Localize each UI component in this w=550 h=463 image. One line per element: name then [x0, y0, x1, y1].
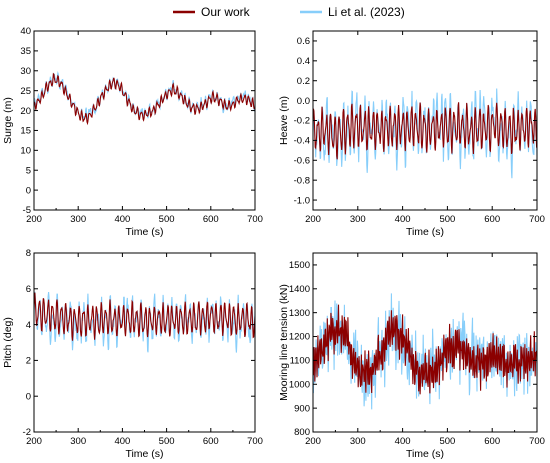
x-tick-label: 700 — [529, 436, 545, 447]
y-tick-label: 2 — [26, 356, 31, 367]
y-tick-label: -0.6 — [294, 155, 310, 166]
y-tick-label: -0.2 — [294, 116, 310, 127]
legend: Our work Li et al. (2023) — [173, 5, 405, 19]
x-tick-label: 500 — [159, 214, 175, 225]
y-tick-label: 4 — [26, 320, 31, 331]
x-tick-label: 600 — [203, 214, 219, 225]
y-tick-label: 25 — [20, 86, 31, 97]
x-tick-label: 500 — [439, 436, 455, 447]
x-tick-label: 600 — [203, 436, 219, 447]
x-tick-label: 200 — [305, 214, 321, 225]
y-tick-label: 20 — [20, 106, 31, 117]
y-tick-label: 1500 — [289, 260, 310, 271]
y-axis-label: Heave (m) — [278, 96, 290, 145]
y-tick-label: 15 — [20, 126, 31, 137]
x-tick-label: 500 — [439, 214, 455, 225]
y-tick-label: 40 — [20, 26, 31, 37]
y-tick-label: -0.8 — [294, 175, 310, 186]
x-tick-label: 700 — [247, 436, 263, 447]
y-tick-label: 10 — [20, 146, 31, 157]
y-tick-label: 1100 — [290, 356, 310, 367]
plot-frame — [33, 252, 256, 433]
x-tick-label: 300 — [70, 214, 86, 225]
y-tick-label: -5 — [23, 205, 31, 216]
x-tick-label: 400 — [114, 436, 130, 447]
y-axis-label: Pitch (deg) — [2, 317, 14, 368]
y-tick-label: -0.4 — [294, 136, 310, 147]
x-tick-label: 500 — [159, 436, 175, 447]
series-line-our-work — [34, 72, 255, 126]
x-tick-label: 600 — [484, 436, 500, 447]
y-tick-label: 900 — [294, 403, 310, 414]
series-line-our-work — [313, 304, 537, 395]
y-tick-label: 30 — [20, 66, 31, 77]
y-tick-label: 0.0 — [297, 96, 310, 107]
x-tick-label: 300 — [70, 436, 86, 447]
y-tick-label: -2 — [23, 427, 31, 438]
x-tick-label: 200 — [305, 436, 321, 447]
x-tick-label: 300 — [350, 436, 366, 447]
y-tick-label: 1400 — [289, 284, 310, 295]
x-tick-label: 400 — [395, 436, 411, 447]
y-tick-label: 5 — [26, 165, 31, 176]
plot-surge: 200 300 400 500 600 700 -5 0 5 10 15 20 25 30 35 40 Time… — [2, 26, 263, 238]
y-tick-label: -1.0 — [294, 195, 310, 206]
y-axis-label: Mooring line tension (kN) — [278, 284, 290, 401]
x-tick-label: 700 — [247, 214, 263, 225]
x-axis-label: Time (s) — [125, 226, 163, 238]
plot-pitch: 200 300 400 500 600 700 -2 0 2 4 6 8 Time (s) Pitch (… — [2, 248, 263, 460]
legend-label-li-et-al: Li et al. (2023) — [328, 5, 405, 19]
y-axis-label: Surge (m) — [2, 97, 14, 144]
y-tick-label: 0.2 — [297, 76, 310, 87]
x-tick-label: 300 — [350, 214, 366, 225]
x-tick-label: 700 — [529, 214, 545, 225]
y-tick-label: 800 — [294, 427, 310, 438]
x-axis-label: Time (s) — [125, 448, 163, 460]
series-line-our-work — [34, 292, 255, 341]
series-line-our-work — [313, 102, 537, 160]
x-tick-label: 400 — [114, 214, 130, 225]
plot-heave: 200 300 400 500 600 700 -1.0 -0.8 -0.6 -0.4 -0.2 0.… — [278, 30, 545, 238]
plot-frame — [33, 30, 256, 211]
x-tick-label: 400 — [395, 214, 411, 225]
x-axis-label: Time (s) — [406, 448, 444, 460]
series-line-li-et-al-2023- — [313, 88, 537, 179]
y-tick-label: 8 — [26, 248, 31, 259]
plot-tension: 200 300 400 500 600 700 800 900 1000 1100 1200 1300… — [278, 252, 545, 460]
x-tick-label: 200 — [26, 214, 42, 225]
y-tick-label: 1300 — [289, 308, 310, 319]
y-tick-label: 0 — [26, 185, 31, 196]
y-tick-label: 0.6 — [297, 36, 310, 47]
x-axis-label: Time (s) — [406, 226, 444, 238]
y-tick-label: 0.4 — [297, 56, 310, 67]
plots-container: 200 300 400 500 600 700-50510152025303540Time… — [2, 26, 545, 460]
x-tick-label: 600 — [484, 214, 500, 225]
y-tick-label: 1000 — [289, 379, 310, 390]
legend-label-our-work: Our work — [201, 5, 251, 19]
y-tick-label: 35 — [20, 46, 31, 57]
x-tick-label: 200 — [26, 436, 42, 447]
y-tick-label: 0 — [26, 391, 31, 402]
y-tick-label: 1200 — [289, 332, 310, 343]
y-tick-label: 6 — [26, 284, 31, 295]
